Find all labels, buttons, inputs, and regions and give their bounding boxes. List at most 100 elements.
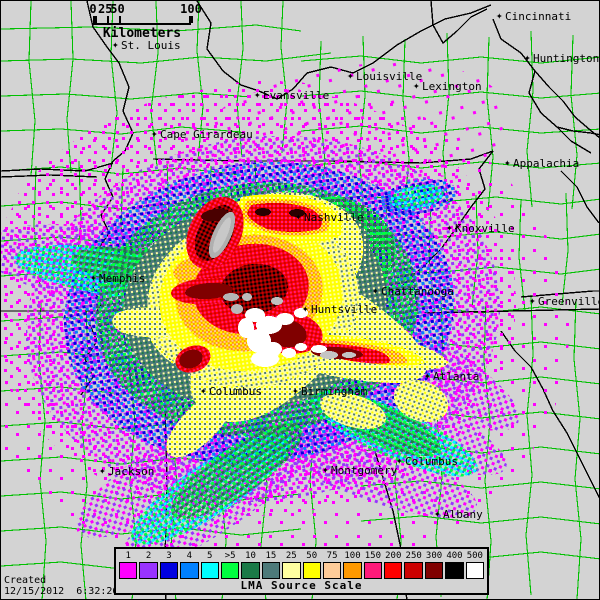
city-name: Albany (443, 508, 483, 521)
city-label: ✦ Albany (434, 508, 483, 521)
density-band-max (208, 211, 356, 367)
city-label: ✦ Evansville (254, 89, 330, 102)
city-marker-icon: ✦ (347, 69, 354, 82)
city-label: ✦ Cincinnati (496, 10, 572, 23)
created-label: Created (4, 575, 47, 586)
city-name: Columbus (209, 385, 262, 398)
legend-swatch[interactable] (282, 562, 301, 579)
city-marker-icon: ✦ (434, 507, 441, 520)
city-marker-icon: ✦ (151, 127, 158, 140)
legend-swatch[interactable] (139, 562, 158, 579)
created-timestamp: Created 12/15/2012 6:32:26 (4, 575, 118, 597)
city-label: ✦ Memphis (90, 272, 146, 285)
scale-bar: 0 25 50 100 Kilometers (89, 2, 201, 42)
city-name: Huntington (533, 52, 600, 65)
legend-swatch[interactable] (363, 562, 383, 579)
city-label: ✦ Greenville (529, 295, 600, 308)
city-marker-icon: ✦ (90, 271, 97, 284)
city-marker-icon: ✦ (322, 463, 329, 476)
lma-source-scale-legend[interactable]: 1 2 3 4 5 >5 10 15 25 50 75 100 150 200 250 300 400 500 L… (114, 547, 489, 595)
city-marker-icon: ✦ (295, 210, 302, 223)
legend-label: 150 (364, 551, 382, 561)
city-name: Chattanooga (381, 285, 454, 298)
legend-label: 10 (245, 551, 256, 561)
city-label: ✦ Birmingham (292, 385, 368, 398)
city-marker-icon: ✦ (112, 38, 119, 51)
city-label: ✦ Montgomery (322, 464, 398, 477)
city-marker-icon: ✦ (529, 294, 536, 307)
legend-swatch[interactable] (322, 562, 342, 579)
legend-swatch[interactable] (119, 562, 138, 579)
city-name: Jackson (108, 465, 155, 478)
city-name: Birmingham (301, 385, 368, 398)
city-name: Cincinnati (505, 10, 572, 23)
city-name: Memphis (99, 272, 146, 285)
city-name: Louisville (356, 70, 423, 83)
legend-swatch[interactable] (200, 562, 219, 579)
city-name: Montgomery (331, 464, 398, 477)
city-label: ✦ Columbus (200, 385, 262, 398)
scale-tick-label: 50 (110, 2, 125, 16)
legend-label: 3 (166, 551, 172, 561)
legend-label: 25 (285, 551, 297, 561)
legend-swatch[interactable] (261, 562, 281, 579)
created-time: 6:32:26 (76, 586, 119, 597)
city-name: Greenville (538, 295, 600, 308)
city-label: ✦ St. Louis (112, 39, 181, 51)
legend-label: 4 (186, 551, 193, 561)
legend-label: 15 (265, 551, 277, 561)
city-label: ✦ Lexington (413, 80, 482, 93)
city-label: ✦ Columbus (396, 455, 458, 468)
legend-swatch[interactable] (343, 562, 362, 579)
legend-swatch[interactable] (180, 562, 199, 579)
city-name: Columbus (405, 455, 458, 468)
city-marker-icon: ✦ (446, 221, 453, 234)
city-marker-icon: ✦ (524, 51, 531, 64)
scale-tick-label: 100 (180, 2, 202, 16)
city-name: Nashville (304, 211, 364, 224)
city-label: ✦ Chattanooga (372, 285, 454, 298)
legend-swatch[interactable] (384, 562, 403, 579)
scale-tick-label: 0 (89, 2, 97, 16)
legend-swatch[interactable] (424, 562, 444, 579)
scale-tick-label: 25 (98, 2, 113, 16)
city-label: ✦ Knoxville (446, 222, 515, 235)
legend-swatch[interactable] (220, 562, 240, 579)
city-marker-icon: ✦ (372, 284, 379, 297)
legend-swatch[interactable] (159, 562, 179, 579)
legend-swatch[interactable] (445, 562, 464, 579)
city-label: ✦ Atlanta (424, 370, 479, 382)
legend-label: 5 (207, 551, 213, 561)
created-date: 12/15/2012 (4, 586, 65, 597)
legend-swatch[interactable] (241, 562, 260, 579)
legend-label: 250 (405, 551, 422, 561)
city-label: ✦ Huntington (524, 52, 600, 65)
legend-title: LMA Source Scale (240, 579, 363, 592)
city-name: Appalachia (513, 157, 580, 170)
legend-label: 50 (306, 551, 318, 561)
legend-label: 500 (466, 551, 483, 561)
city-label: ✦ Huntsville (302, 303, 377, 315)
scale-bar-graphic (93, 16, 193, 25)
city-label: ✦ Louisville (347, 70, 423, 83)
legend-swatch[interactable] (465, 562, 485, 579)
legend-swatch[interactable] (302, 562, 321, 579)
city-label: ✦ Appalachia (504, 157, 580, 170)
city-marker-icon: ✦ (424, 369, 431, 382)
legend-swatch[interactable] (404, 562, 423, 579)
legend-labels: 1 2 3 4 5 >5 10 15 25 50 75 100 150 200 250 300 400 500 (118, 550, 485, 562)
city-name: Cape Girardeau (160, 128, 253, 141)
city-name: Lexington (422, 80, 482, 93)
city-marker-icon: ✦ (200, 384, 207, 397)
city-marker-icon: ✦ (396, 454, 403, 467)
city-label: ✦ Cape Girardeau (151, 128, 253, 141)
city-marker-icon: ✦ (496, 9, 503, 22)
city-marker-icon: ✦ (504, 156, 511, 169)
city-name: Evansville (263, 89, 330, 102)
city-marker-icon: ✦ (302, 302, 309, 315)
city-name: Knoxville (455, 222, 515, 235)
legend-label: 1 (125, 551, 131, 561)
